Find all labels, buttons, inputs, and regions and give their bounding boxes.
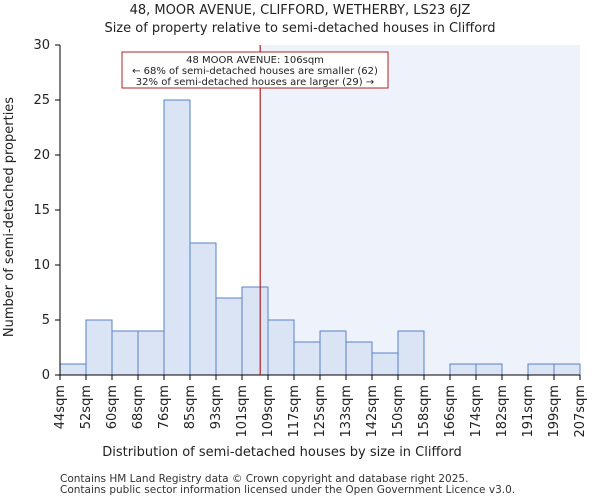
histogram-bar (189, 242, 217, 376)
histogram-bar (553, 363, 581, 376)
x-tick-label: 158sqm (417, 385, 432, 438)
annotation-line: 32% of semi-detached houses are larger (… (136, 77, 374, 88)
x-axis-label: Distribution of semi-detached houses by … (102, 445, 462, 460)
x-tick-label: 60sqm (105, 385, 120, 429)
x-tick-label: 142sqm (365, 385, 380, 438)
x-tick-label: 182sqm (495, 385, 510, 438)
y-tick-label: 20 (33, 148, 50, 163)
histogram-bar (241, 286, 269, 376)
histogram-bar (59, 363, 87, 376)
histogram-bar (267, 319, 295, 376)
histogram-bar (137, 330, 165, 376)
y-tick-label: 5 (42, 313, 50, 328)
histogram-bar (449, 363, 477, 376)
x-tick-label: 44sqm (53, 385, 68, 429)
x-tick-label: 125sqm (313, 385, 328, 438)
histogram-bar (319, 330, 347, 376)
y-tick-label: 25 (33, 93, 50, 108)
x-tick-label: 174sqm (469, 385, 484, 438)
y-tick-label: 0 (42, 368, 50, 383)
x-tick-label: 68sqm (131, 385, 146, 429)
x-tick-label: 191sqm (521, 385, 536, 438)
x-tick-label: 101sqm (235, 385, 250, 438)
x-tick-label: 166sqm (443, 385, 458, 438)
chart-title: 48, MOOR AVENUE, CLIFFORD, WETHERBY, LS2… (130, 3, 471, 18)
histogram-bar (475, 363, 503, 376)
histogram-bar (293, 341, 321, 376)
x-tick-label: 52sqm (79, 385, 94, 429)
histogram-bar (527, 363, 555, 376)
x-tick-label: 93sqm (209, 385, 224, 429)
footer-line-2: Contains public sector information licen… (60, 484, 515, 496)
annotation-line: 48 MOOR AVENUE: 106sqm (186, 55, 324, 66)
y-tick-label: 15 (33, 203, 50, 218)
x-tick-label: 117sqm (287, 385, 302, 438)
histogram-bar (371, 352, 399, 376)
y-tick-label: 10 (33, 258, 50, 273)
x-tick-label: 85sqm (183, 385, 198, 429)
y-axis-label: Number of semi-detached properties (2, 97, 17, 337)
plot-area: 0 5 10 15 20 25 30 44sqm 52sqm 60sqm 68sqm 76sqm 85s… (33, 38, 588, 438)
histogram-bar (345, 341, 373, 376)
chart-subtitle: Size of property relative to semi-detach… (104, 21, 495, 36)
annotation-box (121, 51, 389, 89)
histogram-bar (111, 330, 139, 376)
histogram-bar (163, 99, 191, 376)
histogram-bar (397, 330, 425, 376)
x-tick-label: 207sqm (573, 385, 588, 438)
footer-line-1: Contains HM Land Registry data © Crown c… (60, 473, 468, 485)
y-tick-label: 30 (33, 38, 50, 53)
x-tick-label: 109sqm (261, 385, 276, 438)
x-tick-label: 133sqm (339, 385, 354, 438)
annotation-line: ← 68% of semi-detached houses are smalle… (132, 66, 378, 77)
larger-region-highlight (260, 45, 580, 375)
x-tick-label: 76sqm (157, 385, 172, 429)
x-tick-label: 150sqm (391, 385, 406, 438)
histogram-bar (85, 319, 113, 376)
x-tick-label: 199sqm (547, 385, 562, 438)
histogram-bar (215, 297, 243, 376)
